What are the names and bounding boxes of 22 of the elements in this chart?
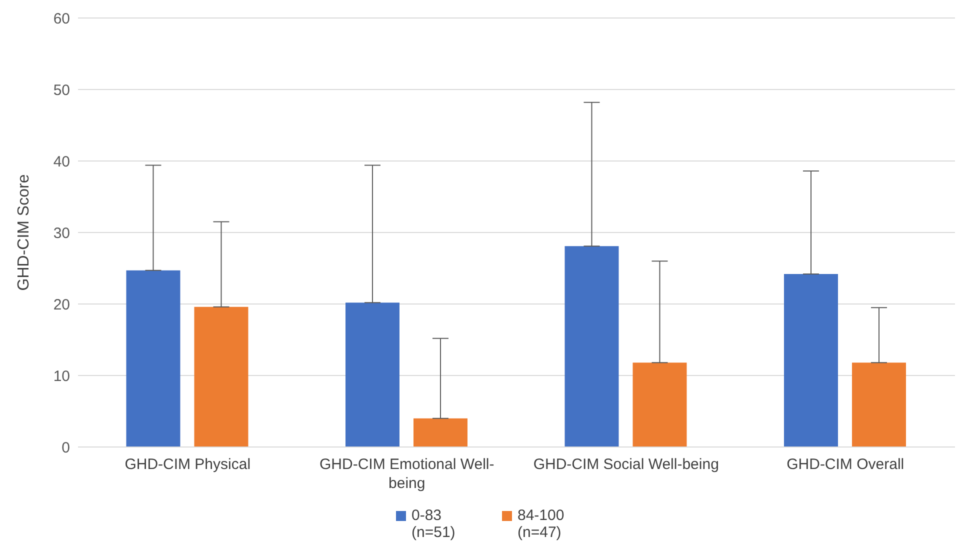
y-tick-label: 50 [53, 82, 70, 99]
x-tick-label: GHD-CIM Physical [124, 456, 251, 473]
bar [413, 418, 468, 447]
bar [194, 306, 248, 447]
y-tick-label: 10 [53, 368, 70, 385]
x-tick-label: GHD-CIM Emotional Well-being [320, 456, 494, 492]
legend-label: 84-100 (n=47) [518, 507, 566, 541]
y-tick-label: 20 [53, 296, 70, 314]
bar [632, 362, 687, 447]
bar [345, 302, 400, 447]
bar [126, 270, 180, 447]
y-tick-label: 0 [62, 439, 70, 456]
legend-label: 0-83 (n=51) [412, 507, 456, 541]
y-tick-label: 40 [53, 153, 70, 170]
y-tick-label: 60 [53, 10, 70, 28]
y-tick-label: 30 [53, 224, 70, 242]
bar [564, 246, 619, 447]
x-tick-label: GHD-CIM Social Well-being [533, 456, 719, 473]
x-tick-label: GHD-CIM Overall [786, 456, 904, 473]
bar [784, 274, 838, 447]
bar [852, 362, 906, 447]
y-axis-title: GHD-CIM Score [16, 174, 33, 291]
